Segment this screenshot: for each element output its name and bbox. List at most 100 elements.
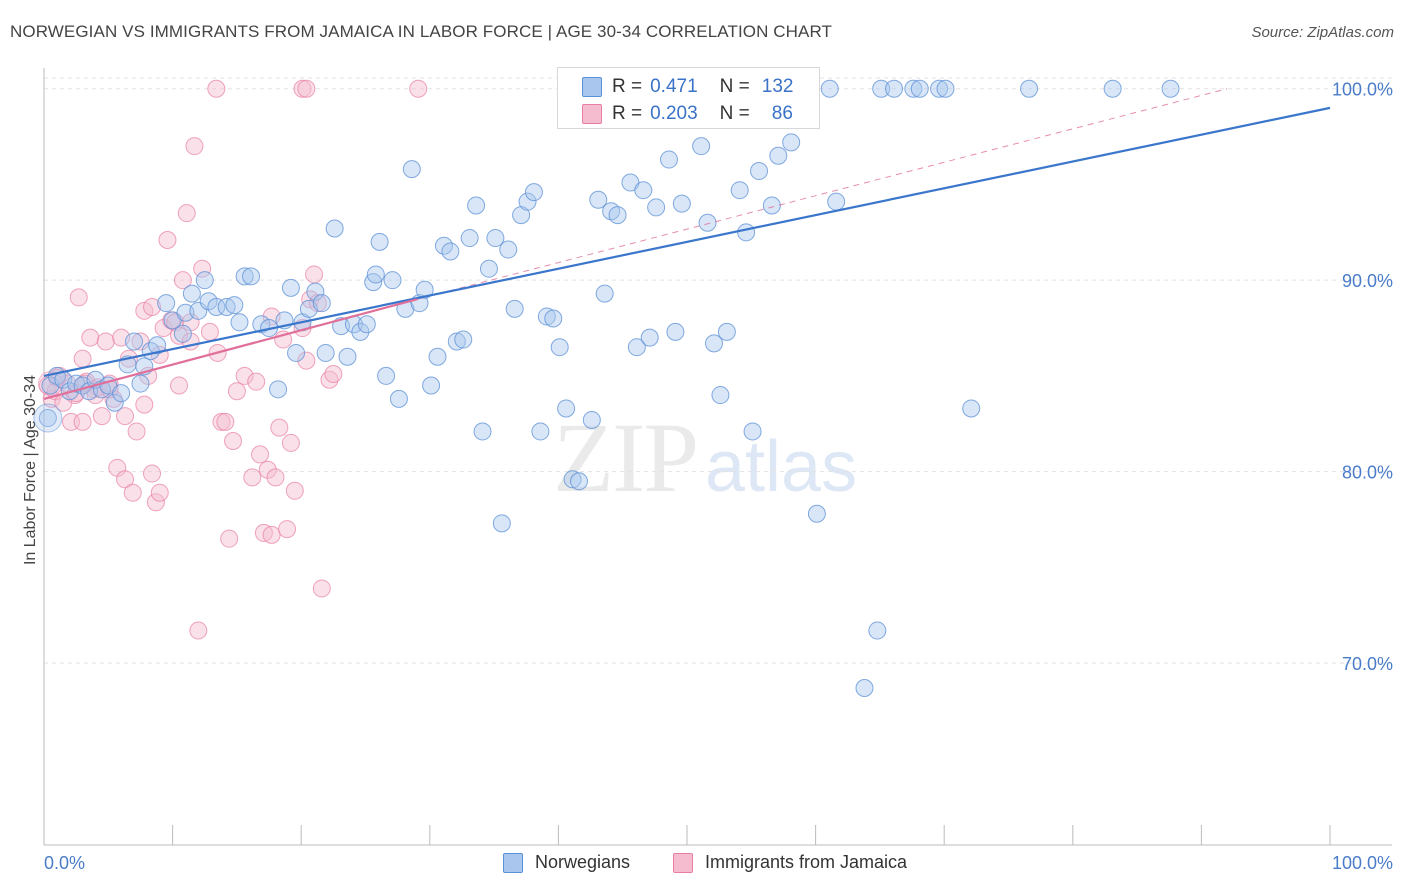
norwegian-point (743, 422, 762, 441)
norwegian-point (557, 399, 576, 418)
norwegian-point (634, 181, 653, 200)
legend-row-norwegians: R = 0.471 N = 132 (582, 74, 793, 100)
jamaica-point (146, 493, 165, 512)
jamaica-point (243, 468, 262, 487)
norwegian-point (885, 79, 904, 98)
chart-title: NORWEGIAN VS IMMIGRANTS FROM JAMAICA IN … (10, 22, 833, 41)
norwegian-point (1103, 79, 1122, 98)
norwegian-point (415, 280, 434, 299)
norwegian-point (454, 330, 473, 349)
jamaica-point (73, 412, 92, 431)
norwegian-point (569, 472, 588, 491)
norwegian-point (647, 198, 666, 217)
norwegian-point (595, 284, 614, 303)
norwegian-point (698, 213, 717, 232)
correlation-legend: R = 0.471 N = 132 R = 0.203 N = 86 (557, 67, 820, 129)
norwegian-point (338, 347, 357, 366)
norwegian-point (962, 399, 981, 418)
norwegian-point (550, 338, 569, 357)
norwegian-point (422, 376, 441, 395)
norwegian-point (782, 133, 801, 152)
jamaica-point (281, 433, 300, 452)
norwegian-point (281, 278, 300, 297)
legend-item-norwegians[interactable]: Norwegians (503, 852, 630, 873)
legend-n-label: N = (719, 103, 750, 124)
norwegian-point (872, 79, 891, 98)
norwegian-point (316, 343, 335, 362)
norwegian-point (537, 307, 556, 326)
legend-n-value: 86 (771, 103, 793, 124)
norwegian-point (531, 422, 550, 441)
jamaica-point (150, 483, 169, 502)
jamaica-point (220, 529, 239, 548)
norwegian-point (518, 192, 537, 211)
norwegian-point (505, 299, 524, 318)
norwegian-point (769, 146, 788, 165)
y-axis-label: In Labor Force | Age 30-34 (22, 375, 39, 565)
jamaica-point (92, 407, 111, 426)
norwegian-point (479, 259, 498, 278)
norwegian-point (428, 347, 447, 366)
norwegian-point (486, 229, 505, 248)
norwegian-point (936, 79, 955, 98)
norwegian-point (370, 232, 389, 251)
legend-r-label: R = (612, 103, 643, 124)
jamaica-point (247, 372, 266, 391)
jamaica-point (251, 445, 270, 464)
y-tick-label: 80.0% (1342, 463, 1393, 483)
norwegian-point (225, 296, 244, 315)
legend-n-label: N = (719, 76, 750, 97)
jamaica-point (258, 460, 277, 479)
norwegian-point (750, 162, 769, 181)
norwegian-point-large (33, 403, 63, 433)
legend-label-jamaica: Immigrants from Jamaica (705, 852, 908, 872)
legend-item-jamaica[interactable]: Immigrants from Jamaica (673, 852, 907, 873)
norwegian-point (217, 297, 236, 316)
norwegian-point (157, 294, 176, 313)
series-legend: Norwegians Immigrants from Jamaica (0, 852, 1406, 878)
norwegian-point (473, 422, 492, 441)
chart-source: Source: ZipAtlas.com (1251, 24, 1394, 41)
jamaica-point (170, 376, 189, 395)
norwegian-point (460, 229, 479, 248)
norwegian-point (608, 206, 627, 225)
legend-r-label: R = (612, 76, 643, 97)
norwegian-point (131, 374, 150, 393)
norwegian-point (325, 219, 344, 238)
norwegian-point (112, 384, 131, 403)
jamaica-trend-line (43, 298, 418, 400)
norwegian-point (242, 267, 261, 286)
jamaica-point (143, 297, 162, 316)
y-tick-label: 100.0% (1332, 80, 1393, 100)
norwegian-point (711, 386, 730, 405)
norwegian-point (441, 242, 460, 261)
jamaica-point (177, 204, 196, 223)
norwegian-point (820, 79, 839, 98)
jamaica-point (143, 464, 162, 483)
jamaica-point (312, 579, 331, 598)
x-tick-label-min: 0.0% (44, 853, 85, 873)
legend-swatch-norwegians (503, 852, 523, 873)
tick-labels: 100.0% 90.0% 80.0% 70.0% 0.0% 100.0% (44, 80, 1393, 873)
norwegian-point (492, 514, 511, 533)
jamaica-point (135, 395, 154, 414)
jamaica-point (69, 288, 88, 307)
norwegian-point (125, 332, 144, 351)
norwegian-point (269, 380, 288, 399)
jamaica-point (305, 265, 324, 284)
norwegian-point (173, 324, 192, 343)
norwegian-point (930, 79, 949, 98)
jamaica-point (123, 483, 142, 502)
norwegian-point (692, 137, 711, 156)
norwegian-point (582, 410, 601, 429)
jamaica-point (266, 468, 285, 487)
jamaica-point (308, 294, 327, 313)
jamaica-point (216, 412, 235, 431)
norwegian-point (38, 409, 57, 428)
jamaica-point (224, 432, 243, 451)
legend-row-jamaica: R = 0.203 N = 86 (582, 101, 793, 127)
jamaica-point (173, 271, 192, 290)
norwegian-point (447, 332, 466, 351)
legend-swatch-jamaica (582, 104, 602, 124)
norwegian-point (672, 194, 691, 213)
